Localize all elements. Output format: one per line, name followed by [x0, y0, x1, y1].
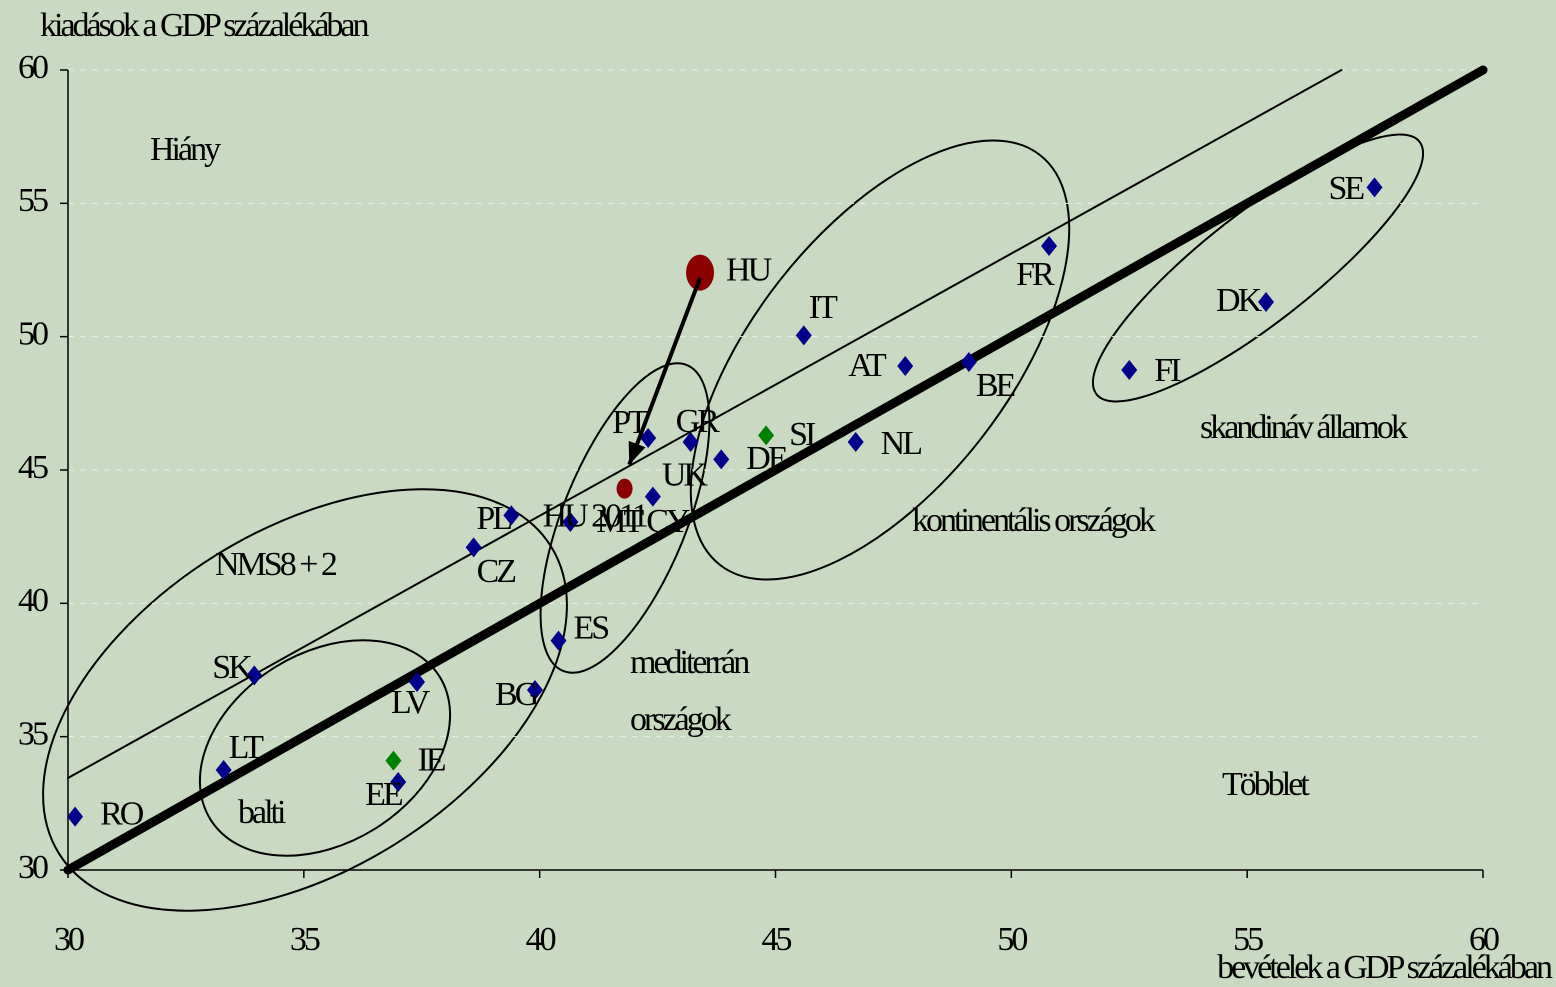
- x-tick-label: 50: [997, 921, 1027, 958]
- annotation: országok: [630, 701, 732, 738]
- point-label: BE: [976, 367, 1016, 404]
- point-label: UK: [662, 456, 709, 493]
- point-label: SK: [212, 649, 253, 686]
- point-label: IT: [809, 289, 838, 326]
- data-point: [215, 760, 232, 780]
- x-tick-label: 60: [1469, 921, 1499, 958]
- y-tick-label: 40: [18, 582, 48, 619]
- x-tick-label: 45: [762, 921, 792, 958]
- reference-line: [67, 69, 1343, 779]
- point-label: FR: [1016, 256, 1055, 293]
- data-point: [246, 665, 263, 686]
- arrow: [627, 277, 702, 466]
- data-point: [795, 325, 812, 346]
- y-tick-label: 35: [18, 715, 48, 752]
- annotation: Többlet: [1222, 766, 1310, 803]
- point-label: RO: [100, 795, 144, 832]
- point-label: DK: [1216, 282, 1263, 319]
- data-point: [640, 428, 657, 448]
- annotation: mediterrán: [630, 644, 750, 681]
- data-point: [713, 449, 730, 470]
- data-point: [644, 486, 661, 507]
- data-point: [390, 772, 407, 792]
- data-point: [758, 425, 775, 446]
- point-label: MT CY: [596, 503, 690, 540]
- point-label: CZ: [477, 553, 516, 590]
- data-point: [1121, 360, 1138, 380]
- point-label: HU: [726, 251, 772, 288]
- data-point: [503, 505, 520, 526]
- x-tick-label: 55: [1233, 921, 1263, 958]
- annotation: kontinentális országok: [912, 502, 1156, 539]
- group-outline: [1091, 133, 1425, 403]
- point-label: LT: [229, 729, 265, 766]
- point-label: SE: [1329, 170, 1365, 207]
- annotation: skandináv államok: [1200, 409, 1408, 446]
- point-label: DE: [746, 440, 788, 477]
- annotation: NMS8 + 2: [215, 546, 337, 583]
- x-tick-label: 30: [54, 921, 84, 958]
- point-label: AT: [848, 347, 887, 384]
- data-point: [686, 254, 715, 291]
- data-point: [385, 750, 402, 771]
- point-label: HU 2011: [543, 497, 647, 534]
- point-label: LV: [391, 684, 431, 721]
- point-label: SI: [789, 416, 816, 453]
- point-label: GR: [676, 403, 721, 440]
- x-tick-label: 40: [526, 921, 556, 958]
- data-point: [1366, 177, 1383, 198]
- data-point: [67, 806, 84, 827]
- data-point: [526, 680, 543, 700]
- data-point: [562, 512, 579, 532]
- data-point: [616, 478, 633, 499]
- group-outline: [689, 139, 1071, 581]
- annotation: Hiány: [150, 131, 221, 168]
- x-tick-label: 35: [290, 921, 320, 958]
- data-point: [409, 672, 426, 692]
- data-point: [1258, 292, 1275, 312]
- annotation: balti: [238, 794, 286, 831]
- point-label: PL: [476, 500, 511, 537]
- arrow-head: [628, 440, 646, 465]
- group-outline: [198, 639, 452, 857]
- data-point: [897, 356, 914, 376]
- y-tick-label: 60: [18, 49, 48, 86]
- data-point: [847, 432, 864, 452]
- point-label: BG: [495, 676, 539, 713]
- y-tick-label: 55: [18, 182, 48, 219]
- point-label: ES: [574, 609, 609, 646]
- data-point: [550, 630, 567, 651]
- data-point: [960, 352, 977, 372]
- data-point: [682, 432, 699, 452]
- x-axis-title: bevételek a GDP százalékában: [1217, 949, 1553, 986]
- reference-line: [63, 65, 1488, 875]
- group-outline: [539, 362, 711, 674]
- y-axis-title: kiadások a GDP százalékában: [40, 7, 370, 44]
- point-label: FI: [1154, 352, 1181, 389]
- point-label: EE: [365, 776, 403, 813]
- point-label: IE: [417, 741, 445, 778]
- y-tick-label: 30: [18, 849, 48, 886]
- data-point: [1041, 236, 1058, 256]
- y-tick-label: 50: [18, 315, 48, 352]
- y-tick-label: 45: [18, 449, 48, 486]
- point-label: NL: [881, 425, 922, 462]
- data-point: [465, 537, 482, 558]
